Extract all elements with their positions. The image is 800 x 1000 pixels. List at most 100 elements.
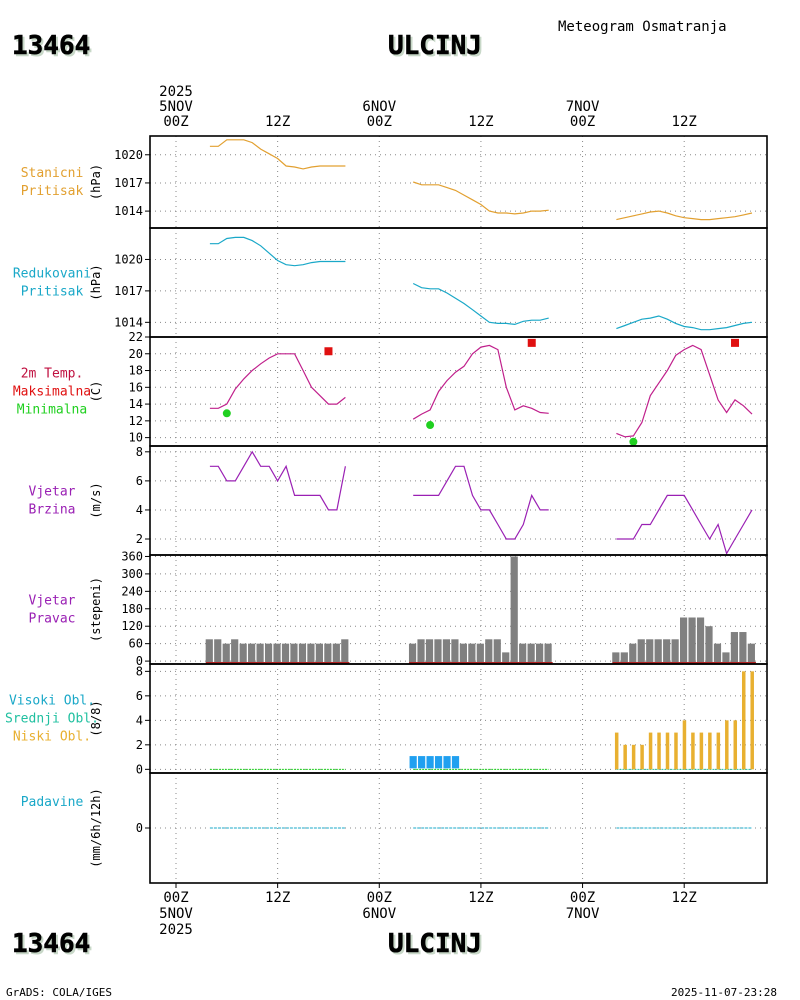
y-tick-label: 1017: [114, 176, 143, 190]
top-time-label: 7NOV: [566, 99, 600, 115]
low-cloud-bar: [733, 720, 738, 770]
bottom-time-label: 7NOV: [566, 906, 600, 922]
bottom-time-label: 12Z: [265, 890, 290, 906]
wind-direction-bar: [459, 643, 467, 665]
series-line: [412, 344, 549, 420]
panel-frame: [149, 336, 768, 447]
series-line: [616, 344, 753, 438]
max-temp-marker: [324, 347, 333, 356]
top-time-label: 00Z: [367, 114, 392, 130]
wind-direction-bar: [620, 652, 628, 665]
wind-direction-bar: [264, 643, 273, 665]
panel-label: Padavine: [21, 795, 84, 810]
panel-label: Niski Obl.: [13, 730, 91, 745]
y-axis-label: (m/s): [89, 482, 103, 518]
bottom-time-label: 00Z: [367, 890, 392, 906]
wind-direction-bar: [637, 639, 645, 665]
bottom-time-label: 00Z: [570, 890, 595, 906]
bottom-time-label: 12Z: [672, 890, 697, 906]
y-tick-label: 0: [136, 762, 143, 776]
y-tick-label: 8: [136, 664, 143, 678]
y-axis-label: (8/8): [89, 700, 103, 736]
series-line: [412, 282, 549, 326]
series-line: [616, 315, 753, 331]
footer-credit: GrADS: COLA/IGES: [6, 986, 112, 999]
y-tick-label: 180: [121, 602, 143, 616]
y-tick-label: 0: [136, 821, 143, 835]
panel-label: Pritisak: [21, 184, 84, 199]
bottom-time-label: 6NOV: [362, 906, 396, 922]
wind-direction-bar: [663, 639, 671, 665]
wind-direction-bar: [493, 639, 501, 665]
station-name-bottom: ULCINJ: [388, 929, 482, 959]
top-time-label: 2025: [159, 84, 193, 100]
y-tick-label: 16: [129, 380, 143, 394]
wind-direction-bar: [527, 643, 535, 665]
low-cloud-bar: [640, 744, 644, 770]
panels: 101410171020(hPa)StanicniPritisak1014101…: [5, 135, 768, 884]
station-id-bottom-shadow: 13464: [14, 931, 92, 961]
wind-direction-bar: [688, 617, 696, 665]
series-line: [413, 465, 549, 540]
y-tick-label: 22: [129, 330, 143, 344]
wind-direction-bar: [341, 639, 349, 665]
station-name-shadow: ULCINJ: [390, 33, 484, 63]
series-line: [616, 210, 753, 221]
wind-direction-bar: [502, 652, 510, 665]
wind-direction-bar: [417, 639, 425, 665]
series-line: [209, 139, 346, 170]
y-tick-label: 240: [121, 584, 143, 598]
y-axis-label: (hPa): [89, 164, 103, 200]
y-tick-label: 60: [129, 637, 143, 651]
min-temp-marker: [426, 421, 435, 430]
wind-direction-bar: [222, 643, 230, 665]
low-cloud-bar: [648, 732, 653, 770]
wind-speed-panel: 2 4 6 8 (m/s) Vjetar Brzina: [29, 445, 768, 556]
y-tick-label: 120: [121, 619, 143, 633]
wind-direction-bar: [315, 643, 323, 665]
max-temp-marker: [527, 338, 536, 347]
low-cloud-bar: [631, 744, 636, 770]
wind-direction-bar: [332, 643, 340, 665]
y-tick-label: 6: [136, 689, 143, 703]
top-time-label: 5NOV: [159, 99, 193, 115]
wind-direction-bar: [298, 643, 307, 665]
wind-direction-bar: [408, 643, 417, 665]
panel-frame: [149, 135, 768, 229]
wind-direction-bar: [307, 643, 315, 665]
bottom-time-label: 5NOV: [159, 906, 193, 922]
y-tick-label: 300: [121, 567, 143, 581]
low-cloud-bar: [725, 720, 729, 770]
y-tick-label: 20: [129, 347, 143, 361]
wind-direction-bar: [696, 617, 705, 665]
y-tick-label: 6: [136, 474, 143, 488]
panel-label: Pritisak: [21, 285, 84, 300]
y-tick-label: 1014: [114, 315, 143, 329]
top-time-label: 6NOV: [362, 99, 396, 115]
wind-direction-bar: [442, 639, 451, 665]
wind-direction-bar: [747, 643, 755, 665]
wind-direction-bar: [425, 639, 434, 665]
wind-direction-bar: [205, 639, 213, 665]
y-axis-label: (mm/6h/12h): [89, 788, 103, 867]
low-cloud-bar: [699, 732, 704, 770]
wind-direction-panel: 0 60 120 180 240 300 360 (stepeni) Vjetar Pravac: [29, 549, 768, 668]
low-cloud-bar: [674, 732, 678, 770]
y-tick-label: 1017: [114, 284, 143, 298]
wind-direction-bar: [680, 617, 688, 665]
station-name-bottom-shadow: ULCINJ: [390, 931, 484, 961]
wind-direction-bar: [324, 643, 332, 665]
panel-frame: [149, 445, 768, 556]
panel-frame: [149, 772, 768, 884]
series-line: [209, 353, 346, 409]
y-tick-label: 14: [129, 397, 143, 411]
panel-frame: [149, 227, 768, 338]
mid-cloud-bar: [451, 756, 460, 769]
y-tick-label: 8: [136, 445, 143, 459]
top-time-label: 00Z: [570, 114, 595, 130]
wind-direction-bar: [256, 643, 264, 665]
series-line: [413, 181, 549, 215]
wind-direction-bar: [281, 643, 290, 665]
